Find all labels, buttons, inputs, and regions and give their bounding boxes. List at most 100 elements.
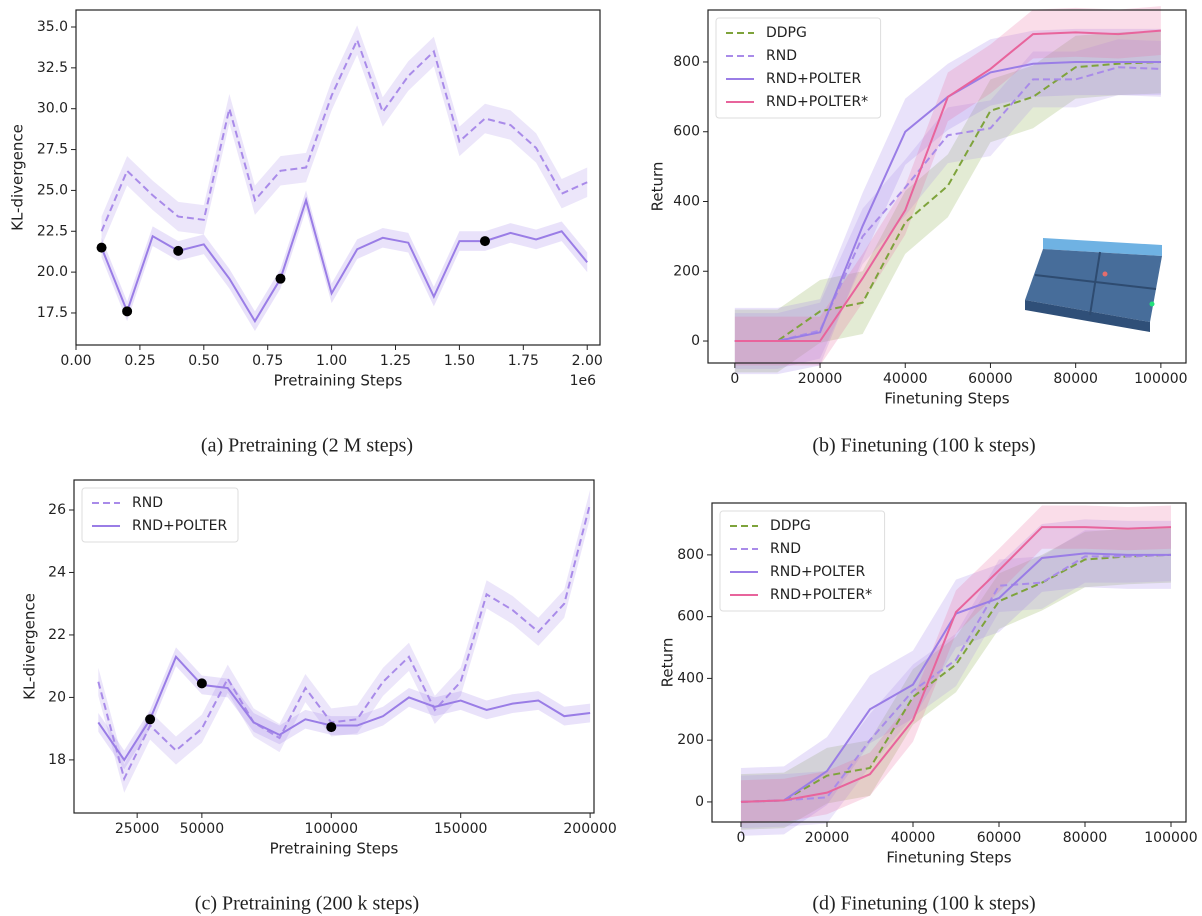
legend-label: RND+POLTER [770, 564, 865, 580]
x-tick-label: 60000 [977, 830, 1022, 846]
marker-point [96, 242, 107, 253]
x-tick-label: 100000 [1134, 371, 1187, 387]
inset-divider [1034, 274, 1157, 290]
y-tick-label: 26 [48, 502, 66, 518]
x-tick-label: 20000 [805, 830, 850, 846]
x-tick-label: 100000 [305, 821, 358, 837]
x-axis-label: Finetuning Steps [884, 390, 1009, 408]
marker-point [145, 714, 156, 725]
plot-frame [75, 9, 601, 346]
y-tick-label: 22.5 [37, 223, 68, 239]
plot-frame [711, 502, 1187, 823]
x-tick-label: 40000 [883, 371, 928, 387]
y-tick-label: 800 [673, 54, 700, 70]
y-tick-label: 0 [695, 794, 704, 810]
caption: (b) Finetuning (100 k steps) [812, 435, 1035, 457]
x-tick-label: 0.25 [124, 353, 155, 369]
legend-label: RND+POLTER* [766, 94, 868, 110]
legend-label: RND [132, 495, 163, 511]
series-line [740, 526, 1172, 803]
y-tick-label: 0 [691, 333, 700, 349]
legend-label: DDPG [766, 25, 807, 41]
x-tick-label: 150000 [434, 821, 487, 837]
x-tick-label: 1.50 [444, 353, 475, 369]
x-tick-label: 1.25 [380, 353, 411, 369]
y-tick-label: 25.0 [37, 182, 68, 198]
x-tick-label: 0.75 [252, 353, 283, 369]
x-tick-label: 80000 [1053, 371, 1098, 387]
marker-point [173, 245, 184, 256]
series-line [734, 60, 1161, 343]
y-tick-label: 400 [677, 670, 704, 686]
y-tick-label: 200 [677, 732, 704, 748]
legend-label: RND [766, 48, 797, 64]
legend-box [81, 487, 239, 543]
inset-wall [1043, 238, 1162, 256]
x-tick-label: 50000 [180, 821, 225, 837]
x-tick-label: 20000 [798, 371, 843, 387]
error-band [98, 647, 591, 770]
marker-point [326, 722, 337, 733]
y-tick-label: 20.0 [37, 264, 68, 280]
series-line [97, 654, 591, 762]
y-tick-label: 800 [677, 547, 704, 563]
x-offset-label: 1e6 [570, 373, 597, 389]
marker-point [196, 678, 207, 689]
error-band [740, 505, 1171, 824]
inset-image [1025, 238, 1162, 332]
x-tick-label: 40000 [891, 830, 936, 846]
y-tick-label: 20 [48, 689, 66, 705]
inset-agent [1102, 271, 1108, 277]
y-tick-label: 400 [673, 193, 700, 209]
y-tick-label: 18 [48, 752, 66, 768]
y-axis-label: Return [659, 638, 677, 688]
x-tick-label: 80000 [1063, 830, 1108, 846]
y-tick-label: 600 [677, 609, 704, 625]
y-tick-label: 17.5 [37, 305, 68, 321]
y-tick-label: 600 [673, 124, 700, 140]
legend-label: RND [770, 541, 801, 557]
x-tick-label: 1.75 [508, 353, 539, 369]
error-band [98, 489, 591, 793]
x-axis-label: Pretraining Steps [270, 840, 399, 858]
plot-frame [707, 9, 1187, 364]
y-axis-label: KL-divergence [21, 593, 39, 700]
x-tick-label: 1.00 [316, 353, 347, 369]
series-line [97, 503, 592, 782]
legend-label: RND+POLTER [766, 71, 861, 87]
y-axis-label: KL-divergence [9, 124, 27, 231]
error-band [101, 25, 588, 246]
legend-box [715, 17, 882, 119]
legend-label: RND+POLTER* [770, 587, 872, 603]
x-tick-label: 0 [737, 830, 746, 846]
x-axis-label: Finetuning Steps [886, 849, 1011, 867]
inset-goal [1149, 301, 1155, 307]
error-band [740, 527, 1171, 830]
y-tick-label: 200 [673, 263, 700, 279]
inset-edge [1025, 300, 1150, 332]
error-band [740, 528, 1171, 829]
legend-box [719, 510, 886, 612]
error-band [734, 6, 1161, 366]
x-axis-label: Pretraining Steps [274, 372, 403, 390]
series-line [734, 29, 1161, 343]
error-band [734, 30, 1161, 373]
caption: (c) Pretraining (200 k steps) [195, 893, 419, 915]
marker-point [275, 273, 286, 284]
caption: (a) Pretraining (2 M steps) [201, 435, 413, 457]
inset-floor [1025, 249, 1162, 322]
y-tick-label: 22 [48, 627, 66, 643]
series-line [734, 66, 1161, 343]
y-tick-label: 30.0 [37, 101, 68, 117]
inset-divider [1089, 251, 1101, 316]
x-tick-label: 0.00 [60, 353, 91, 369]
plot-frame [73, 479, 595, 814]
marker-point [479, 236, 490, 247]
x-tick-label: 100000 [1144, 830, 1197, 846]
y-tick-label: 27.5 [37, 142, 68, 158]
marker-point [122, 306, 133, 317]
y-axis-label: Return [649, 162, 667, 212]
legend-label: RND+POLTER [132, 518, 227, 534]
